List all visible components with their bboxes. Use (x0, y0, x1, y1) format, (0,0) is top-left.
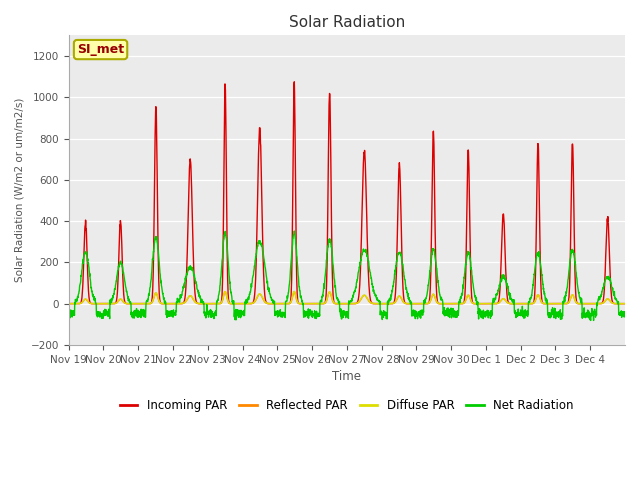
Y-axis label: Solar Radiation (W/m2 or um/m2/s): Solar Radiation (W/m2 or um/m2/s) (15, 98, 25, 282)
Title: Solar Radiation: Solar Radiation (289, 15, 405, 30)
X-axis label: Time: Time (332, 370, 362, 383)
Legend: Incoming PAR, Reflected PAR, Diffuse PAR, Net Radiation: Incoming PAR, Reflected PAR, Diffuse PAR… (115, 394, 579, 416)
Text: SI_met: SI_met (77, 43, 124, 56)
